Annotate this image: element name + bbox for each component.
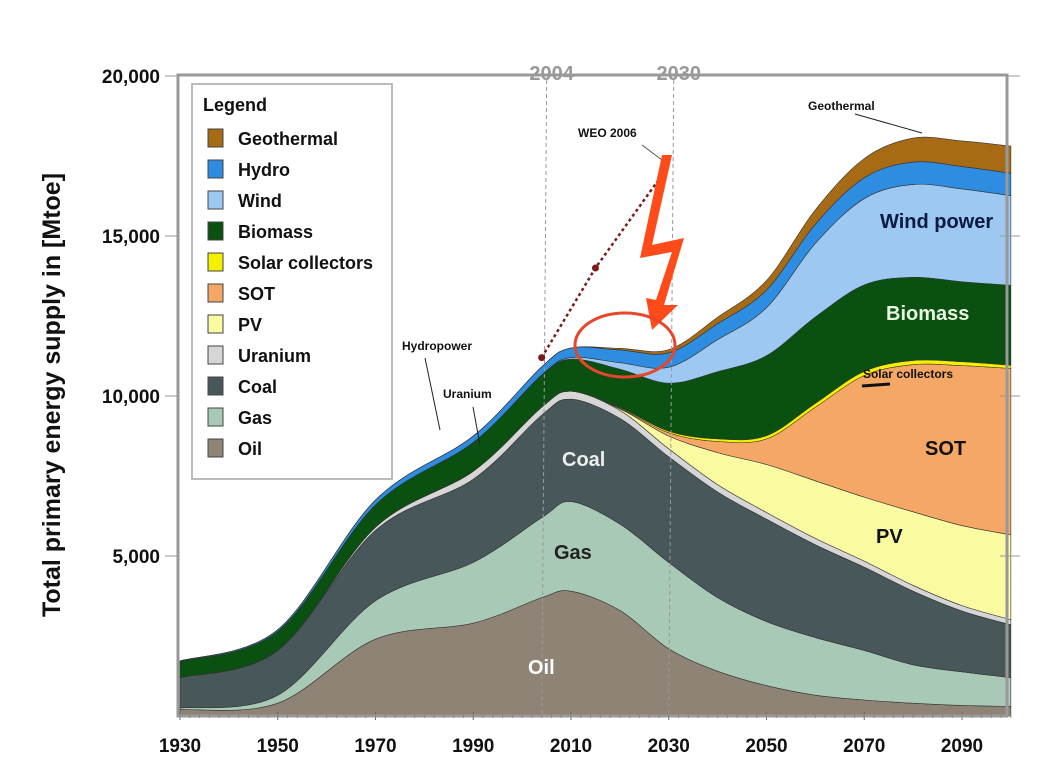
legend-box [191,83,393,480]
x-tick-label: 1950 [257,736,299,757]
uranium-label: Uranium [443,387,492,401]
legend-label: Geothermal [238,129,338,149]
y-axis: 5,000 10,000 15,000 20,000 [102,67,1020,568]
legend-label: Wind [238,191,282,211]
x-axis: 1930 1950 1970 1990 2010 2030 2050 2070 2090 [159,712,1012,757]
legend: Legend Geothermal Hydro Wind Biomass Solar c… [191,83,393,480]
geothermal-label: Geothermal [808,99,875,113]
y-tick-label: 15,000 [102,227,160,248]
weo-point [591,264,599,272]
y-tick-label: 5,000 [112,547,160,568]
reference-line-2004 [541,79,548,717]
y-axis-label: Total primary energy supply in [Mtoe] [38,173,66,617]
geothermal-leader [854,113,923,134]
weo-point [538,354,546,362]
x-tick-label: 1990 [452,736,494,757]
x-tick-label: 1930 [159,736,201,757]
legend-swatch-gas [207,407,224,427]
oil-label: Oil [528,657,555,679]
annotations: WEO 2006 Geothermal Hydropower Uranium W… [402,99,993,679]
reference-line-2030 [668,79,675,717]
legend-swatch-uranium [207,345,224,365]
x-tick-label: 2070 [843,736,885,757]
uranium-leader [472,406,481,446]
solar-collectors-label: Solar collectors [863,367,953,381]
legend-swatch-hydro [207,159,224,179]
reference-lines: 2004 2030 [529,63,702,717]
wind-power-label: Wind power [880,211,993,233]
legend-label: Coal [238,377,277,397]
legend-swatch-geothermal [207,128,224,148]
lightning-bolt-icon [640,155,684,330]
x-tick-label: 2090 [941,736,983,757]
legend-swatch-biomass [207,221,224,241]
hydropower-leader [424,357,441,431]
weo-leader [641,144,663,161]
biomass-label: Biomass [886,303,969,325]
legend-label: Biomass [238,222,313,242]
legend-swatch-oil [207,438,224,458]
legend-label: SOT [238,284,275,304]
legend-swatch-solar-collectors [207,252,224,272]
area-geothermal [179,136,1012,662]
legend-swatch-wind [207,190,224,210]
solar-leader [861,382,891,388]
x-tick-label: 1970 [354,736,396,757]
stacked-areas [179,136,1012,717]
legend-label: Solar collectors [238,253,373,273]
x-tick-label: 2030 [648,736,690,757]
hydropower-label: Hydropower [402,339,472,353]
sot-label: SOT [925,438,966,460]
reference-label-2030: 2030 [657,63,702,85]
legend-label: Uranium [238,346,311,366]
x-tick-label: 2050 [745,736,787,757]
gas-label: Gas [554,542,592,564]
weo-projection-line [540,164,670,359]
solar-collectors-text: Solar collectors [863,367,953,381]
legend-label: Hydro [238,160,290,180]
legend-swatch-sot [207,283,224,303]
highlight-circle [573,311,677,379]
legend-label: Oil [238,439,262,459]
weo-label: WEO 2006 [578,126,637,140]
legend-title: Legend [203,95,267,115]
legend-swatch-coal [207,376,224,396]
reference-label-2004: 2004 [529,63,574,85]
legend-label: PV [238,315,262,335]
coal-label: Coal [562,449,605,471]
pv-label: PV [876,526,903,548]
y-tick-label: 20,000 [102,67,160,88]
y-tick-label: 10,000 [102,387,160,408]
legend-swatch-pv [207,314,224,334]
legend-label: Gas [238,408,272,428]
x-tick-label: 2010 [550,736,592,757]
